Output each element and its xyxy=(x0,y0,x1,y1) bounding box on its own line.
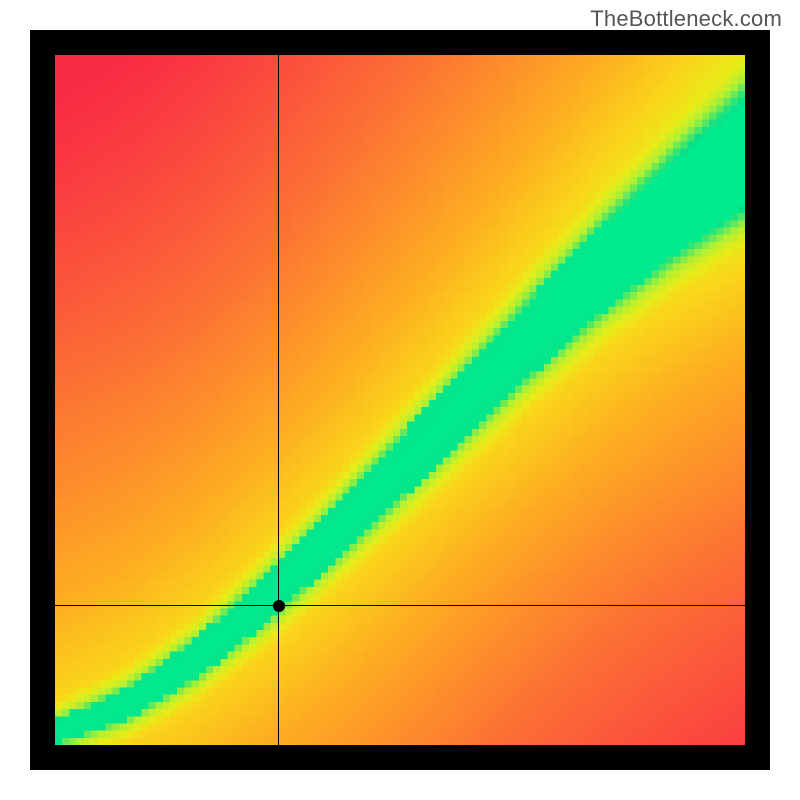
crosshair-horizontal xyxy=(55,605,745,606)
plot-outer-frame xyxy=(30,30,770,770)
watermark-text: TheBottleneck.com xyxy=(590,6,782,32)
crosshair-vertical xyxy=(278,55,279,745)
heatmap-canvas xyxy=(55,55,745,745)
root-container: TheBottleneck.com xyxy=(0,0,800,800)
crosshair-marker-dot xyxy=(273,600,285,612)
